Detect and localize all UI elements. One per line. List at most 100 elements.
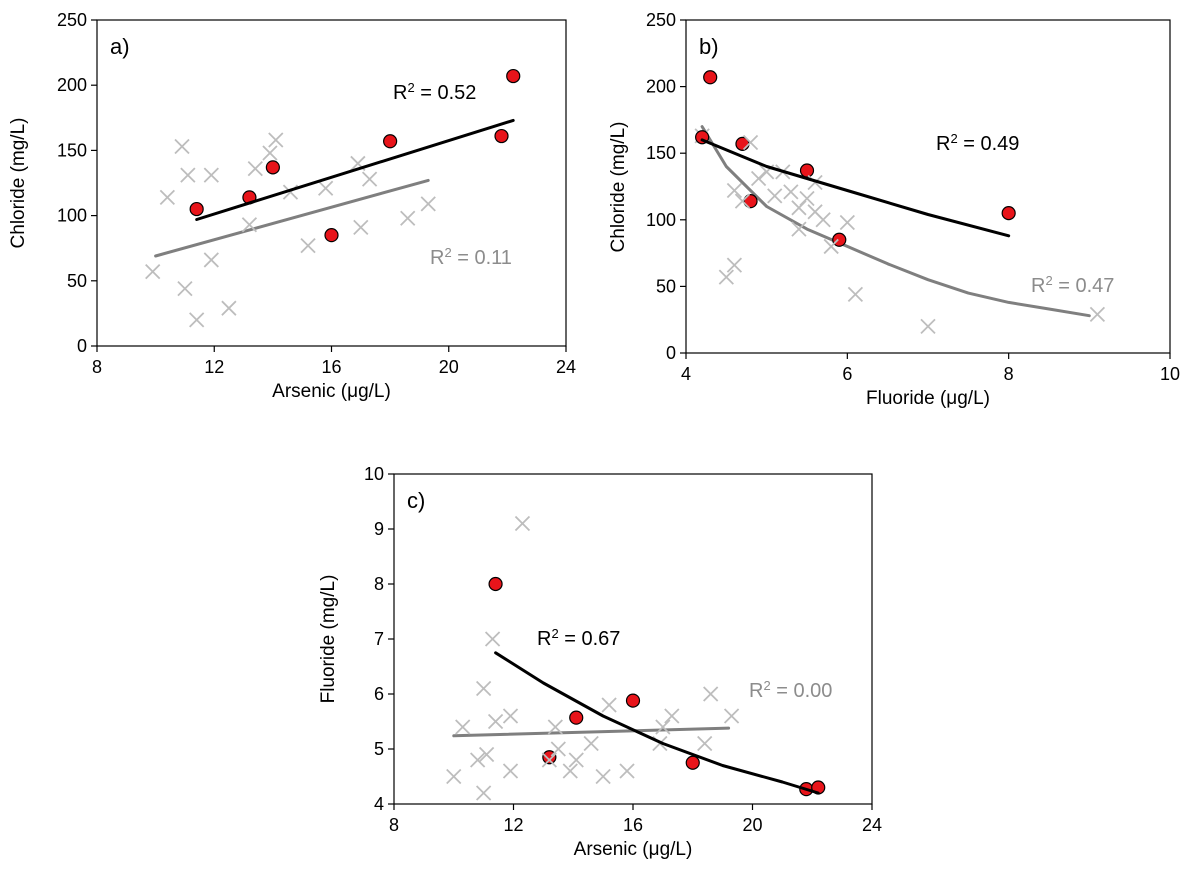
data-point-cross (487, 713, 504, 730)
data-point-circle (799, 163, 815, 178)
r-squared-label: R2 = 0.67 (537, 626, 620, 651)
r-squared-label: R2 = 0.47 (1031, 273, 1114, 298)
data-point-circle (383, 134, 398, 149)
data-point-cross (514, 515, 531, 532)
data-point-cross (568, 752, 584, 768)
data-point-cross (177, 280, 193, 297)
data-point-cross (180, 167, 196, 183)
data-point-cross (470, 752, 486, 768)
x-tick-label: 12 (503, 815, 523, 835)
data-point-cross (655, 719, 671, 735)
r-squared-label: R2 = 0.49 (936, 131, 1019, 156)
data-point-cross (726, 257, 743, 273)
data-point-circle (488, 576, 503, 592)
data-point-cross (742, 134, 759, 151)
panel-label: b) (699, 34, 719, 59)
data-point-circle (494, 128, 509, 144)
chart-panel-1: 8 12 16 20 24 0 50 100 150 200 250 Arsenic (μg/L) Ch… (8, 10, 576, 402)
panel-label: c) (407, 488, 425, 513)
data-point-circle (506, 68, 521, 84)
data-point-cross (145, 68, 521, 280)
data-point-cross (583, 735, 599, 752)
data-point-circle (1001, 206, 1016, 221)
data-point-cross (823, 238, 839, 255)
y-tick-label: 250 (646, 10, 676, 30)
data-point-cross (703, 686, 719, 702)
y-tick-label: 9 (374, 519, 384, 539)
y-tick-label: 8 (374, 574, 384, 594)
data-point-cross (718, 269, 734, 285)
trend-line (700, 138, 1011, 238)
data-point-circle (189, 201, 204, 217)
data-point-cross (241, 217, 258, 233)
data-point-cross (478, 746, 495, 763)
data-point-cross (550, 741, 566, 757)
data-point-cross (920, 318, 936, 334)
data-point-circle (685, 755, 700, 770)
data-point-cross (455, 719, 471, 735)
data-point-cross (847, 286, 864, 303)
data-point-cross (562, 763, 578, 779)
data-point-cross (750, 170, 767, 187)
y-tick-label: 5 (374, 739, 384, 759)
data-point-circle (703, 70, 718, 85)
x-axis-label: Arsenic (μg/L) (574, 839, 693, 860)
data-point-cross (300, 237, 316, 254)
x-tick-label: 24 (862, 815, 882, 835)
x-axis-label: Arsenic (μg/L) (272, 381, 391, 402)
x-tick-label: 24 (556, 357, 576, 377)
data-point-cross (839, 214, 855, 231)
data-point-circle (324, 228, 339, 243)
data-point-cross (734, 193, 751, 209)
chart-panel-3: 8 12 16 20 24 4 5 6 7 8 9 10 Arsenic (μg/L) Fluoride … (318, 464, 882, 860)
y-tick-label: 6 (374, 684, 384, 704)
data-point-cross (221, 300, 237, 316)
plot-frame (393, 473, 873, 805)
y-tick-label: 100 (646, 210, 676, 230)
x-tick-label: 10 (1160, 364, 1180, 384)
series-crosses (694, 70, 1106, 334)
series-circles (700, 138, 1011, 238)
x-tick-label: 12 (204, 357, 224, 377)
y-tick-label: 150 (57, 140, 87, 160)
y-tick-label: 150 (646, 143, 676, 163)
x-tick-label: 8 (1004, 364, 1014, 384)
data-point-circle (625, 693, 641, 708)
r-squared-label: R2 = 0.11 (430, 245, 512, 270)
data-point-cross (159, 189, 175, 205)
plot-frame (685, 19, 1171, 354)
trend-line (195, 118, 515, 221)
trend-line (494, 651, 820, 795)
data-point-cross (475, 680, 492, 697)
data-point-cross (619, 763, 635, 779)
y-tick-label: 7 (374, 629, 384, 649)
y-tick-label: 250 (57, 10, 87, 30)
y-tick-label: 10 (364, 464, 384, 484)
y-tick-label: 200 (646, 77, 676, 97)
x-tick-label: 20 (439, 357, 459, 377)
data-point-cross (783, 184, 799, 200)
data-point-cross (723, 708, 740, 724)
data-point-cross (262, 145, 278, 161)
data-point-cross (601, 697, 617, 713)
data-point-cross (547, 719, 563, 735)
data-point-cross (1089, 306, 1106, 323)
x-tick-label: 16 (321, 357, 341, 377)
series-crosses (145, 68, 521, 328)
data-point-cross (767, 188, 783, 204)
x-tick-label: 20 (742, 815, 762, 835)
data-point-circle (265, 160, 280, 175)
data-point-cross (174, 138, 190, 155)
x-tick-label: 16 (623, 815, 643, 835)
data-point-cross (791, 221, 807, 237)
data-point-cross (502, 708, 519, 724)
series-circles (494, 651, 820, 795)
x-tick-label: 8 (92, 357, 102, 377)
y-axis-label: Chloride (mg/L) (8, 118, 29, 249)
y-axis-label: Fluoride (mg/L) (318, 575, 339, 704)
data-point-cross (726, 182, 743, 199)
data-point-cross (268, 132, 284, 148)
data-point-cross (484, 631, 501, 647)
data-point-cross (697, 735, 713, 752)
data-point-cross (694, 70, 1016, 247)
